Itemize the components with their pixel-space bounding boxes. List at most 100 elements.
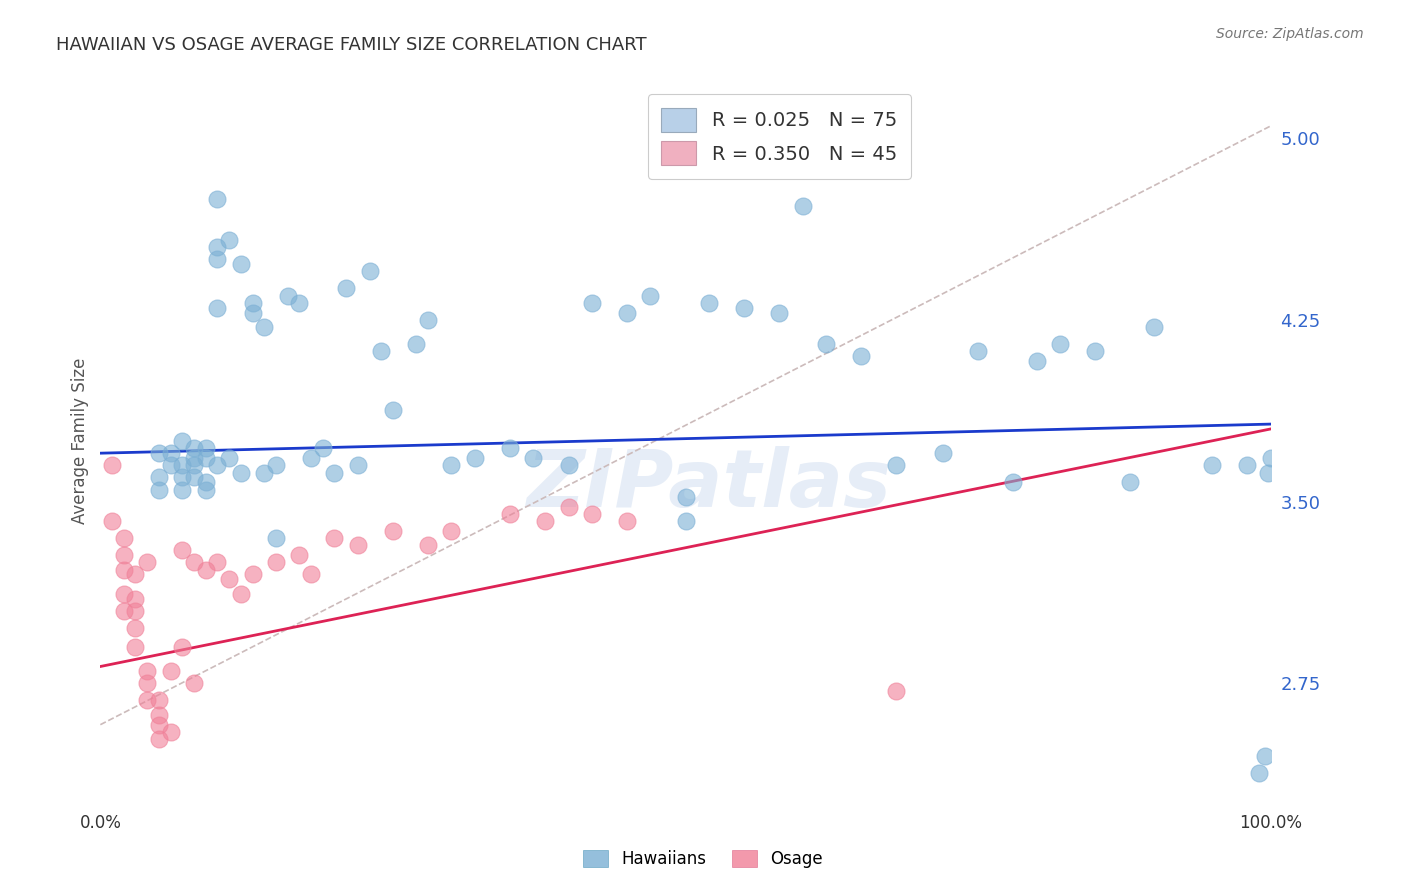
Point (1049, 337, 1071, 351)
Point (1247, 766, 1270, 780)
Point (207, 555, 229, 569)
Point (148, 708, 170, 723)
Legend: Hawaiians, Osage: Hawaiians, Osage (576, 843, 830, 875)
Point (534, 514, 557, 528)
Point (159, 446, 181, 460)
Point (323, 531, 346, 545)
Point (194, 483, 217, 497)
Point (299, 450, 322, 465)
Point (967, 344, 990, 359)
Point (194, 442, 217, 456)
Point (207, 192, 229, 206)
Point (932, 446, 955, 460)
Point (136, 693, 159, 707)
Point (1119, 475, 1142, 490)
Point (884, 683, 907, 698)
Point (312, 442, 335, 456)
Point (136, 665, 159, 679)
Point (148, 732, 170, 747)
Point (194, 475, 217, 490)
Point (792, 199, 814, 213)
Point (1257, 466, 1279, 480)
Point (581, 296, 603, 310)
Point (124, 604, 146, 618)
Point (172, 434, 194, 448)
Point (183, 676, 205, 690)
Point (148, 446, 170, 460)
Point (229, 466, 252, 480)
Point (112, 604, 135, 618)
Point (124, 621, 146, 635)
Point (229, 257, 252, 271)
Point (112, 531, 135, 545)
Point (183, 442, 205, 456)
Point (440, 524, 463, 538)
Point (218, 450, 240, 465)
Point (172, 640, 194, 654)
Point (640, 288, 662, 302)
Point (101, 458, 124, 473)
Point (172, 458, 194, 473)
Point (335, 281, 357, 295)
Point (159, 725, 181, 739)
Point (218, 233, 240, 247)
Point (581, 507, 603, 521)
Point (522, 450, 544, 465)
Point (242, 296, 264, 310)
Point (416, 538, 439, 552)
Point (207, 301, 229, 315)
Point (381, 524, 404, 538)
Point (124, 567, 146, 582)
Point (277, 288, 299, 302)
Text: HAWAIIAN VS OSAGE AVERAGE FAMILY SIZE CORRELATION CHART: HAWAIIAN VS OSAGE AVERAGE FAMILY SIZE CO… (56, 36, 647, 54)
Point (229, 587, 252, 601)
Point (207, 252, 229, 267)
Point (416, 313, 439, 327)
Point (499, 442, 522, 456)
Point (299, 567, 322, 582)
Point (183, 458, 205, 473)
Point (814, 337, 837, 351)
Point (264, 458, 287, 473)
Y-axis label: Average Family Size: Average Family Size (72, 358, 89, 524)
Point (148, 483, 170, 497)
Point (697, 296, 720, 310)
Point (347, 538, 370, 552)
Point (557, 500, 579, 514)
Point (264, 555, 287, 569)
Point (148, 693, 170, 707)
Point (616, 514, 638, 528)
Point (183, 555, 205, 569)
Point (159, 665, 181, 679)
Point (616, 305, 638, 319)
Point (675, 514, 697, 528)
Point (557, 458, 579, 473)
Point (207, 458, 229, 473)
Point (172, 470, 194, 484)
Point (183, 470, 205, 484)
Point (148, 470, 170, 484)
Point (1236, 458, 1258, 473)
Point (242, 567, 264, 582)
Point (136, 676, 159, 690)
Point (849, 349, 872, 363)
Point (288, 548, 311, 562)
Point (675, 490, 697, 504)
Point (194, 450, 217, 465)
Point (359, 264, 381, 278)
Point (1025, 354, 1047, 368)
Point (124, 591, 146, 606)
Point (405, 337, 427, 351)
Point (101, 514, 124, 528)
Point (159, 458, 181, 473)
Point (323, 466, 346, 480)
Point (768, 305, 790, 319)
Point (172, 483, 194, 497)
Point (370, 344, 392, 359)
Point (464, 450, 486, 465)
Point (124, 640, 146, 654)
Point (1002, 475, 1025, 490)
Point (1143, 320, 1166, 334)
Point (136, 555, 159, 569)
Point (172, 543, 194, 558)
